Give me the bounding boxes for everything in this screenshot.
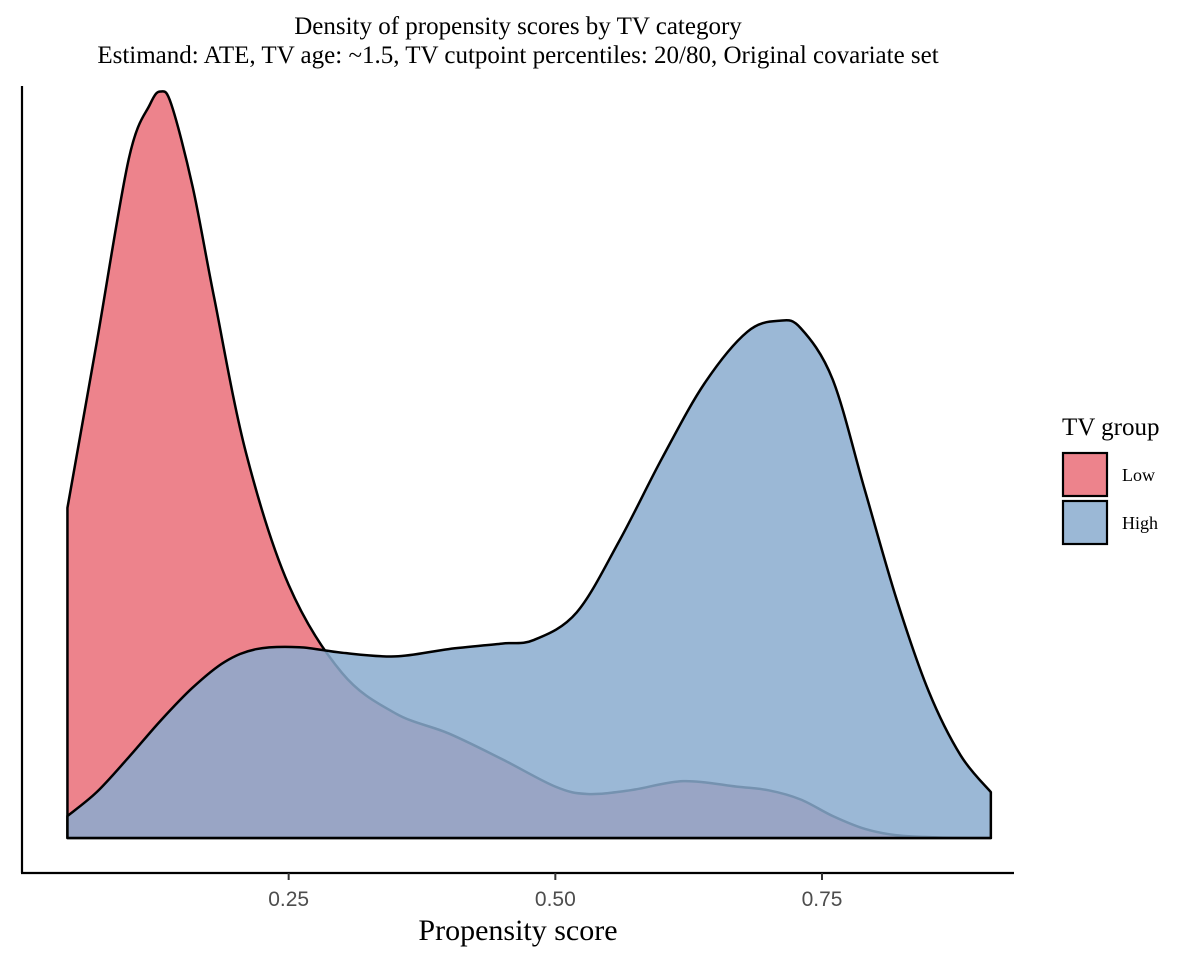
legend-swatch-low <box>1061 451 1109 498</box>
x-tick-label: 0.50 <box>535 888 576 911</box>
legend-label-low: Low <box>1122 465 1155 485</box>
x-tick-label: 0.75 <box>802 888 843 911</box>
x-axis-title: Propensity score <box>418 914 617 947</box>
density-area-high <box>66 318 993 840</box>
legend: TV group Low High <box>1061 414 1159 546</box>
x-tick-label: 0.25 <box>268 888 309 911</box>
series-layer <box>66 90 993 840</box>
chart-subtitle: Estimand: ATE, TV age: ~1.5, TV cutpoint… <box>97 42 938 69</box>
legend-label-high: High <box>1122 513 1158 533</box>
legend-swatch-high <box>1061 499 1109 546</box>
chart-title: Density of propensity scores by TV categ… <box>294 13 742 40</box>
x-axis-ticks: 0.25 0.50 0.75 <box>268 873 842 911</box>
legend-title: TV group <box>1062 414 1159 441</box>
